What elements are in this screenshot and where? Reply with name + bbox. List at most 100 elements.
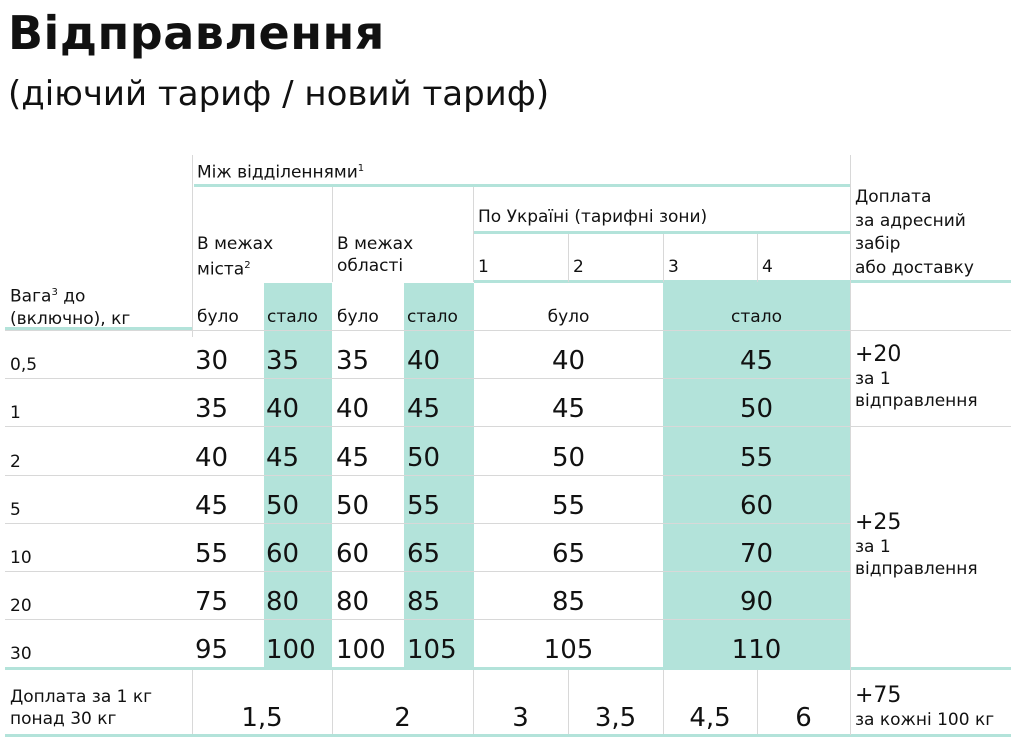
footer-extra-text: за кожні 100 кг <box>855 710 995 730</box>
surcharge-amount: +20 <box>855 342 902 367</box>
surcharge-amount: +25 <box>855 510 902 535</box>
zone-label-2: 2 <box>573 257 584 277</box>
region-header: В межах області <box>337 234 414 276</box>
region-was-cell: 100 <box>336 635 386 665</box>
region-now-cell: 55 <box>407 491 441 521</box>
region-was-cell: 35 <box>336 346 370 376</box>
footer-zone-3: 4,5 <box>689 703 731 733</box>
city-was-cell: 55 <box>195 539 229 569</box>
region-was-cell: 80 <box>336 587 370 617</box>
city-was-cell: 30 <box>195 346 229 376</box>
zone-label-3: 3 <box>668 257 679 277</box>
bottom-rule <box>5 734 1011 737</box>
col-divider <box>473 670 474 734</box>
col-divider <box>192 670 193 734</box>
row-divider <box>5 523 850 524</box>
region-now-cell: 40 <box>407 346 441 376</box>
surcharge-header: Доплата за адресний забір або доставку <box>855 187 974 278</box>
weight-cell: 30 <box>10 644 32 664</box>
city-was-label: було <box>197 307 239 327</box>
row-divider <box>5 571 850 572</box>
ukraine-now-cell: 50 <box>739 394 774 424</box>
weight-cell: 5 <box>10 500 21 520</box>
city-was-cell: 35 <box>195 394 229 424</box>
col-divider <box>568 234 569 282</box>
region-now-cell: 50 <box>407 443 441 473</box>
city-was-cell: 95 <box>195 635 229 665</box>
between-branches-header: Між відділеннями1 <box>197 162 365 183</box>
ukraine-now-cell: 55 <box>739 443 774 473</box>
city-now-cell: 60 <box>266 539 300 569</box>
ukraine-zones-header: По Україні (тарифні зони) <box>478 207 708 227</box>
surcharge-group: +20 за 1 відправлення <box>855 342 978 412</box>
footer-zone-4: 6 <box>795 703 812 733</box>
ukraine-was-label: було <box>547 307 590 327</box>
surcharge-text: відправлення <box>855 391 978 411</box>
ukraine-now-cell: 90 <box>739 587 774 617</box>
weight-cell: 0,5 <box>10 355 38 375</box>
ukraine-now-label: стало <box>731 307 782 327</box>
row-divider <box>5 330 1011 331</box>
footer-rule <box>5 667 1011 670</box>
region-now-cell: 85 <box>407 587 441 617</box>
region-was-cell: 50 <box>336 491 370 521</box>
city-now-cell: 100 <box>266 635 316 665</box>
ukraine-now-cell: 60 <box>739 491 774 521</box>
ukraine-now-cell: 70 <box>739 539 774 569</box>
city-was-cell: 45 <box>195 491 229 521</box>
region-now-cell: 65 <box>407 539 441 569</box>
col-divider <box>192 155 193 337</box>
region-was-label: було <box>337 307 379 327</box>
city-now-cell: 40 <box>266 394 300 424</box>
surcharge-group: +25 за 1 відправлення <box>855 510 978 580</box>
ukraine-was-cell: 65 <box>551 539 586 569</box>
ukraine-was-cell: 40 <box>551 346 586 376</box>
ukraine-was-cell: 45 <box>551 394 586 424</box>
city-was-cell: 75 <box>195 587 229 617</box>
region-was-cell: 40 <box>336 394 370 424</box>
footer-extra-amount: +75 <box>855 683 902 708</box>
col-divider <box>473 187 474 282</box>
city-was-cell: 40 <box>195 443 229 473</box>
header-rule-top <box>194 184 850 187</box>
city-now-cell: 35 <box>266 346 300 376</box>
footer-zone-2: 3,5 <box>594 703 637 733</box>
ukraine-was-cell: 50 <box>551 443 586 473</box>
footer-extra: +75 за кожні 100 кг <box>855 683 994 731</box>
footer-label: Доплата за 1 кг понад 30 кг <box>10 687 153 729</box>
zone-label-1: 1 <box>478 257 489 277</box>
surcharge-text: відправлення <box>855 559 978 579</box>
surcharge-text: за 1 <box>855 537 891 557</box>
city-now-cell: 80 <box>266 587 300 617</box>
region-now-cell: 105 <box>407 635 457 665</box>
weight-cell: 20 <box>10 596 32 616</box>
weight-cell: 2 <box>10 452 21 472</box>
weight-cell: 10 <box>10 548 32 568</box>
footer-city: 1,5 <box>241 703 283 733</box>
city-header: В межах міста2 <box>197 234 274 280</box>
ukraine-was-cell: 85 <box>551 587 586 617</box>
header-rule-main <box>474 280 1011 283</box>
footer-region: 2 <box>394 703 411 733</box>
row-divider <box>5 475 850 476</box>
weight-header: Вага3 до (включно), кг <box>10 286 131 329</box>
col-divider <box>850 155 851 735</box>
page-title: Відправлення <box>8 6 385 60</box>
city-now-label: стало <box>267 307 318 327</box>
ukraine-rule <box>474 231 850 234</box>
region-now-cell: 45 <box>407 394 441 424</box>
region-was-cell: 45 <box>336 443 370 473</box>
city-now-cell: 45 <box>266 443 300 473</box>
page-subtitle: (діючий тариф / новий тариф) <box>8 74 550 114</box>
weight-cell: 1 <box>10 403 21 423</box>
zone-label-4: 4 <box>762 257 773 277</box>
ukraine-now-cell: 45 <box>739 346 774 376</box>
row-divider <box>5 426 1011 427</box>
weight-rule <box>5 327 192 330</box>
region-was-cell: 60 <box>336 539 370 569</box>
row-divider <box>5 378 850 379</box>
region-now-label: стало <box>407 307 458 327</box>
ukraine-now-cell: 110 <box>731 635 782 665</box>
footer-zone-1: 3 <box>512 703 529 733</box>
ukraine-was-cell: 105 <box>543 635 594 665</box>
